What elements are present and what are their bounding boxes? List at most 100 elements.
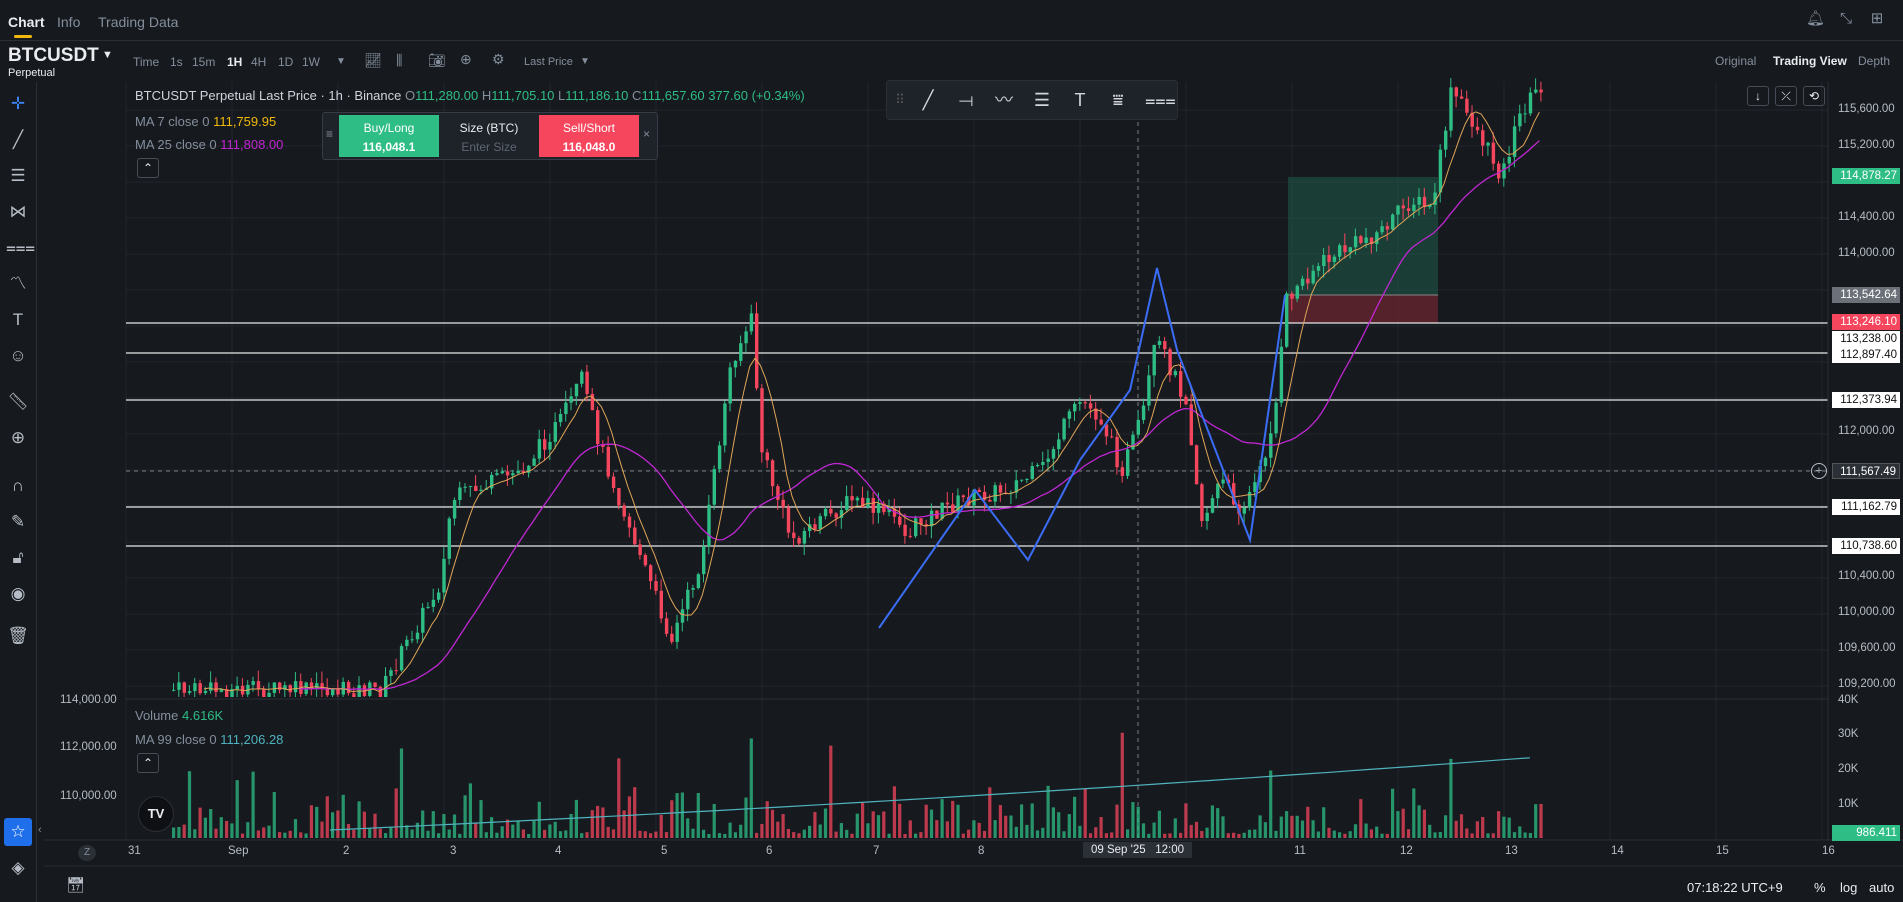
candle <box>399 646 404 671</box>
candle <box>977 489 981 492</box>
bell-icon[interactable]: 🔔︎ <box>1806 10 1826 27</box>
add-alert-icon[interactable]: + <box>1811 463 1827 479</box>
symbol-dropdown-icon[interactable]: ▼ <box>102 49 113 61</box>
clock-display[interactable]: 07:18:22 UTC+9 <box>1687 880 1783 895</box>
candle <box>617 488 621 506</box>
timeframe-15m[interactable]: 15m <box>192 55 216 69</box>
candle <box>1454 87 1458 97</box>
volume-bar <box>225 820 229 838</box>
candle <box>1322 255 1326 266</box>
size-input[interactable]: Size (BTC) Enter Size <box>439 115 539 157</box>
pencil-lock-icon[interactable]: ✎ <box>10 512 26 531</box>
candle <box>1104 424 1109 437</box>
price-source-select[interactable]: Last Price <box>524 56 573 68</box>
ray-tool-icon[interactable]: ⟞ <box>958 90 974 110</box>
candle <box>664 618 669 634</box>
view-original[interactable]: Original <box>1715 54 1757 68</box>
volume-bar <box>717 833 722 838</box>
candle <box>1481 130 1485 146</box>
fullscreen-exit-icon[interactable]: ⤫ <box>1775 86 1797 106</box>
chart-type-icon[interactable]: ⫼ <box>396 52 403 68</box>
fib-icon[interactable]: ⩶ <box>6 238 36 257</box>
collapse-icon[interactable]: ⤡ <box>1839 10 1852 27</box>
indicators-icon[interactable]: 📈︎ <box>364 52 382 68</box>
pattern-icon[interactable]: ⋈ <box>9 202 27 221</box>
view-depth[interactable]: Depth <box>1858 54 1891 68</box>
ruler-icon[interactable]: 📏︎ <box>7 392 29 411</box>
scroll-down-icon[interactable]: ↓ <box>1747 86 1769 106</box>
horizontal-lines-icon[interactable]: ☰ <box>10 166 26 185</box>
volume-bar <box>633 787 637 838</box>
candle <box>1401 205 1405 209</box>
auto-toggle[interactable]: auto <box>1869 880 1895 895</box>
add-icon[interactable]: ⊕ <box>460 51 472 67</box>
line-tool-icon[interactable]: ╱ <box>922 90 934 110</box>
path-tool-icon[interactable]: 〰 <box>995 90 1013 110</box>
fib-retracement-icon[interactable]: ⩸ <box>1112 90 1124 110</box>
log-toggle[interactable]: log <box>1840 880 1858 895</box>
trash-icon[interactable]: 🗑︎ <box>7 626 29 645</box>
tab-info[interactable]: Info <box>57 14 81 30</box>
timeframe-1d[interactable]: 1D <box>278 55 294 69</box>
zoom-in-icon[interactable]: ⊕ <box>10 428 26 447</box>
crosshair-icon[interactable]: ✛ <box>10 94 26 113</box>
layers-icon[interactable]: ◈ <box>11 858 25 877</box>
volume-legend[interactable]: Volume 4.616K <box>135 708 223 723</box>
collapse-sidebar-icon[interactable]: ‹ <box>38 824 42 836</box>
reset-icon[interactable]: ⟲ <box>1803 86 1825 106</box>
lock-icon[interactable]: 🔓︎ <box>12 548 24 567</box>
chevron-down-icon[interactable]: ▼ <box>580 56 590 67</box>
zigzag-pattern-drawing[interactable] <box>878 267 1286 629</box>
text-icon[interactable]: T <box>1074 90 1086 110</box>
magnet-icon[interactable]: ∩ <box>11 476 25 495</box>
buy-long-button[interactable]: Buy/Long 116,048.1 <box>339 115 439 157</box>
calendar-icon[interactable]: 📅︎ <box>66 877 86 894</box>
timeframe-4h[interactable]: 4H <box>251 55 267 69</box>
ma7-legend[interactable]: MA 7 close 0 111,759.95 <box>135 114 276 129</box>
volume-bar <box>935 820 939 838</box>
candle <box>405 639 409 647</box>
candle <box>1406 208 1411 211</box>
drag-handle-icon[interactable]: ⠿ <box>895 92 905 107</box>
long-position-stop-zone[interactable] <box>1288 295 1438 323</box>
volume-axis-tick: 30K <box>1838 728 1859 740</box>
zoom-reset-button[interactable]: Z <box>78 845 96 861</box>
timeframe-1h[interactable]: 1H <box>227 55 243 69</box>
tab-trading-data[interactable]: Trading Data <box>98 14 179 30</box>
fib-extension-icon[interactable]: ⩶ <box>1145 90 1176 110</box>
candle <box>553 422 557 442</box>
sell-short-button[interactable]: Sell/Short 116,048.0 <box>539 115 639 157</box>
trend-line-icon[interactable]: ╱ <box>12 130 24 149</box>
symbol-name[interactable]: BTCUSDT <box>8 45 99 66</box>
emoji-icon[interactable]: ☺ <box>9 346 27 365</box>
percent-toggle[interactable]: % <box>1814 880 1826 895</box>
layout-grid-icon[interactable]: ⊞ <box>1870 10 1884 27</box>
close-icon[interactable]: × <box>643 127 651 141</box>
timeframe-more-icon[interactable]: ▼ <box>336 56 346 67</box>
volume-bar <box>977 822 981 838</box>
tradingview-logo[interactable]: TV <box>138 796 174 832</box>
long-position-profit-zone[interactable] <box>1288 177 1438 295</box>
collapse-volume-legend-icon[interactable]: ⌃ <box>137 753 159 773</box>
favorites-star-icon[interactable]: ☆ <box>4 818 32 846</box>
parallel-channel-icon[interactable]: ☰ <box>1033 90 1051 110</box>
text-tool-icon[interactable]: T <box>12 310 24 329</box>
timeframe-1w[interactable]: 1W <box>302 55 320 69</box>
ma99-legend[interactable]: MA 99 close 0 111,206.28 <box>135 732 283 747</box>
timeframe-time[interactable]: Time <box>133 55 160 69</box>
tab-chart[interactable]: Chart <box>8 14 45 30</box>
volume-bar <box>1120 732 1124 838</box>
ma25-legend[interactable]: MA 25 close 0 111,808.00 <box>135 137 283 152</box>
settings-icon[interactable]: ⚙ <box>492 51 505 67</box>
eye-icon[interactable]: ◉ <box>10 584 26 603</box>
view-trading-view[interactable]: Trading View <box>1773 54 1847 68</box>
volume-bar <box>1046 785 1050 838</box>
drag-handle-icon[interactable]: ≡ <box>326 127 334 141</box>
timeframe-1s[interactable]: 1s <box>170 55 183 69</box>
volume-bar <box>707 833 711 838</box>
candle <box>871 498 875 513</box>
camera-icon[interactable]: 📷︎ <box>428 52 446 68</box>
wave-icon[interactable]: 〽 <box>9 274 27 293</box>
collapse-legend-icon[interactable]: ⌃ <box>137 158 159 178</box>
